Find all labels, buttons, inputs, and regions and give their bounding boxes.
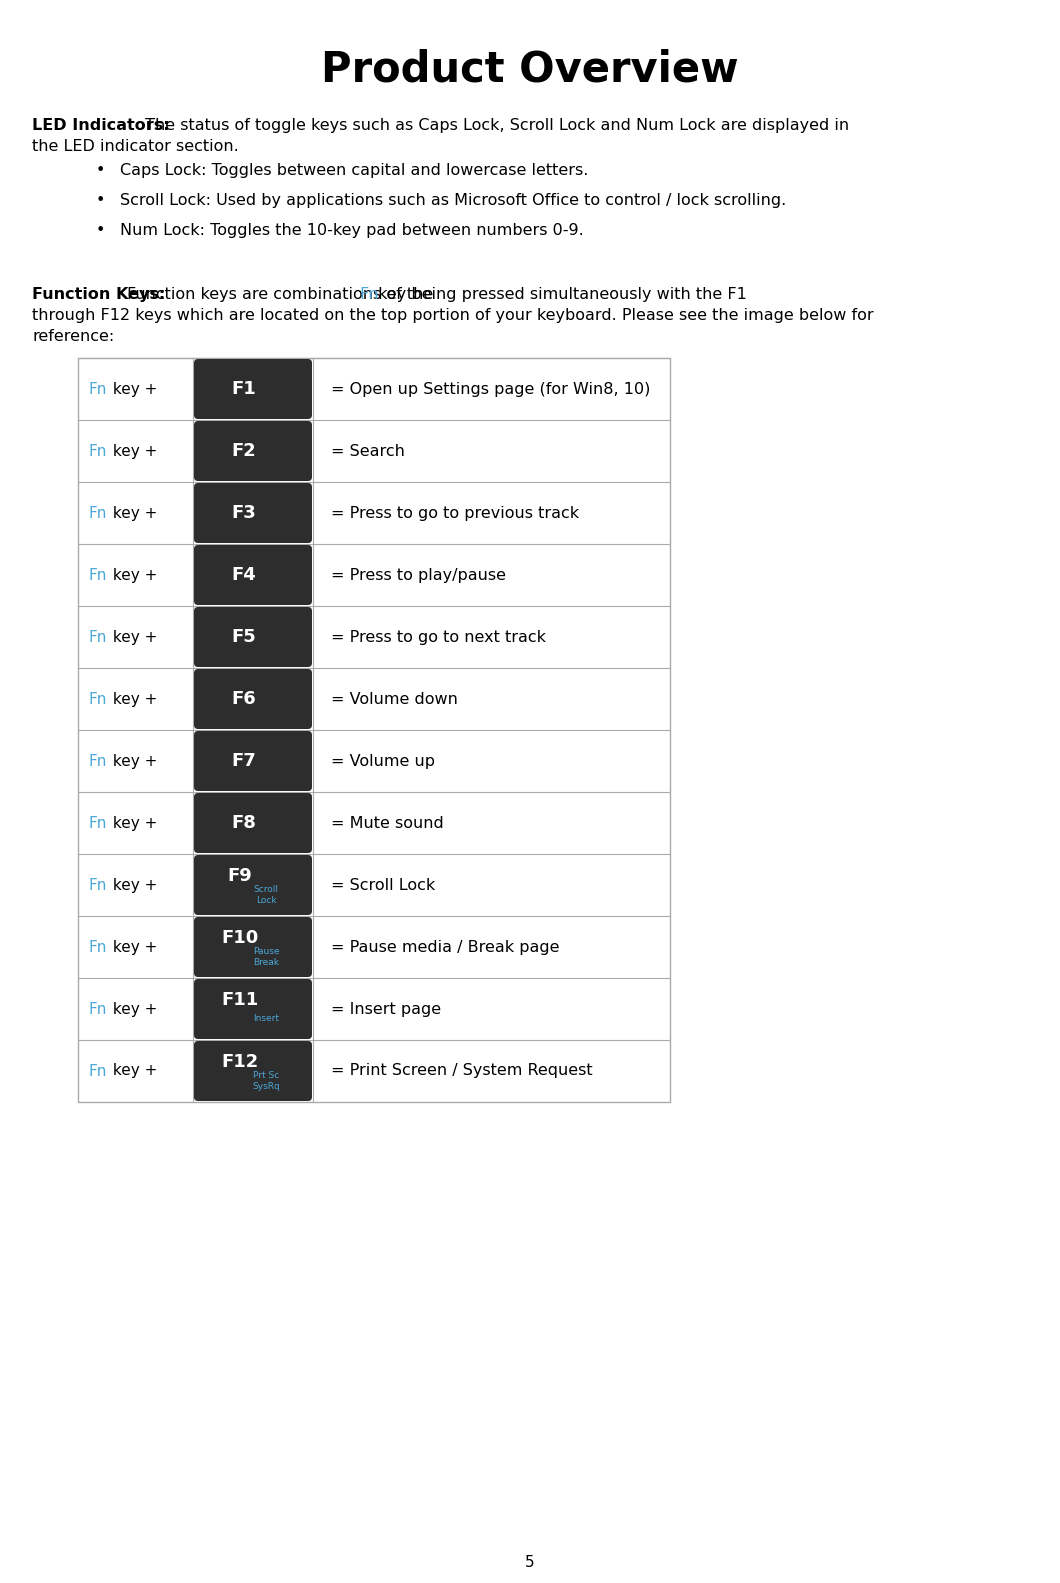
Text: F7: F7 <box>232 752 257 769</box>
Text: = Pause media / Break page: = Pause media / Break page <box>331 939 560 955</box>
Text: Fn: Fn <box>359 287 378 302</box>
Text: Fn: Fn <box>88 382 106 396</box>
FancyBboxPatch shape <box>194 606 312 666</box>
FancyBboxPatch shape <box>194 855 312 915</box>
Text: Function keys are combinations of the: Function keys are combinations of the <box>127 287 439 302</box>
Text: Scroll Lock: Used by applications such as Microsoft Office to control / lock scr: Scroll Lock: Used by applications such a… <box>120 193 787 207</box>
Text: •: • <box>95 193 105 207</box>
Text: = Press to play/pause: = Press to play/pause <box>331 567 506 583</box>
Text: the LED indicator section.: the LED indicator section. <box>32 139 238 154</box>
Text: = Insert page: = Insert page <box>331 1002 441 1016</box>
Text: F11: F11 <box>222 991 259 1010</box>
Text: = Press to go to next track: = Press to go to next track <box>331 630 546 644</box>
Text: = Volume up: = Volume up <box>331 754 435 768</box>
Text: F8: F8 <box>232 814 257 833</box>
Text: 5: 5 <box>525 1555 535 1570</box>
Text: F1: F1 <box>232 380 257 397</box>
Text: = Open up Settings page (for Win8, 10): = Open up Settings page (for Win8, 10) <box>331 382 651 396</box>
Text: F2: F2 <box>232 442 257 461</box>
Text: Product Overview: Product Overview <box>321 47 739 90</box>
Text: key +: key + <box>108 877 157 893</box>
Text: key +: key + <box>108 815 157 831</box>
Text: Fn: Fn <box>88 1002 106 1016</box>
FancyBboxPatch shape <box>194 1042 312 1102</box>
Text: key +: key + <box>108 754 157 768</box>
Text: key +: key + <box>108 382 157 396</box>
Text: key +: key + <box>108 630 157 644</box>
FancyBboxPatch shape <box>194 917 312 977</box>
Text: Fn: Fn <box>88 754 106 768</box>
Bar <box>78 358 670 1102</box>
Text: key +: key + <box>108 567 157 583</box>
Text: Fn: Fn <box>88 939 106 955</box>
Text: F5: F5 <box>232 628 257 646</box>
Text: F12: F12 <box>222 1053 259 1072</box>
Text: Fn: Fn <box>88 443 106 459</box>
FancyBboxPatch shape <box>194 731 312 792</box>
Text: key +: key + <box>108 1002 157 1016</box>
Text: = Search: = Search <box>331 443 405 459</box>
FancyBboxPatch shape <box>194 793 312 853</box>
Text: F6: F6 <box>232 690 257 708</box>
Text: key +: key + <box>108 692 157 706</box>
Text: Fn: Fn <box>88 877 106 893</box>
Text: F3: F3 <box>232 503 257 522</box>
Text: F9: F9 <box>228 867 252 885</box>
Text: Fn: Fn <box>88 630 106 644</box>
Text: reference:: reference: <box>32 329 114 344</box>
Text: Fn: Fn <box>88 567 106 583</box>
Text: key +: key + <box>108 505 157 521</box>
Text: Prt Sc
SysRq: Prt Sc SysRq <box>252 1072 280 1091</box>
FancyBboxPatch shape <box>194 421 312 481</box>
Text: through F12 keys which are located on the top portion of your keyboard. Please s: through F12 keys which are located on th… <box>32 309 873 323</box>
Text: = Volume down: = Volume down <box>331 692 458 706</box>
FancyBboxPatch shape <box>194 545 312 605</box>
Text: Num Lock: Toggles the 10-key pad between numbers 0-9.: Num Lock: Toggles the 10-key pad between… <box>120 223 584 237</box>
Text: Pause
Break: Pause Break <box>253 947 280 967</box>
Text: Caps Lock: Toggles between capital and lowercase letters.: Caps Lock: Toggles between capital and l… <box>120 163 588 177</box>
Text: F10: F10 <box>222 929 259 947</box>
Text: F4: F4 <box>232 567 257 584</box>
Text: key being pressed simultaneously with the F1: key being pressed simultaneously with th… <box>373 287 747 302</box>
Text: key +: key + <box>108 443 157 459</box>
FancyBboxPatch shape <box>194 359 312 419</box>
Text: key +: key + <box>108 939 157 955</box>
Text: = Press to go to previous track: = Press to go to previous track <box>331 505 579 521</box>
Text: •: • <box>95 223 105 237</box>
Text: Scroll
Lock: Scroll Lock <box>253 885 279 904</box>
Text: •: • <box>95 163 105 177</box>
FancyBboxPatch shape <box>194 978 312 1038</box>
FancyBboxPatch shape <box>194 483 312 543</box>
Text: = Scroll Lock: = Scroll Lock <box>331 877 436 893</box>
Text: LED Indicators:: LED Indicators: <box>32 119 170 133</box>
Text: Fn: Fn <box>88 692 106 706</box>
Text: Fn: Fn <box>88 1064 106 1078</box>
Text: Function Keys:: Function Keys: <box>32 287 165 302</box>
Text: Fn: Fn <box>88 815 106 831</box>
Text: = Mute sound: = Mute sound <box>331 815 444 831</box>
Text: key +: key + <box>108 1064 157 1078</box>
Text: Insert: Insert <box>253 1015 279 1024</box>
FancyBboxPatch shape <box>194 670 312 730</box>
Text: The status of toggle keys such as Caps Lock, Scroll Lock and Num Lock are displa: The status of toggle keys such as Caps L… <box>140 119 849 133</box>
Text: Fn: Fn <box>88 505 106 521</box>
Text: = Print Screen / System Request: = Print Screen / System Request <box>331 1064 593 1078</box>
